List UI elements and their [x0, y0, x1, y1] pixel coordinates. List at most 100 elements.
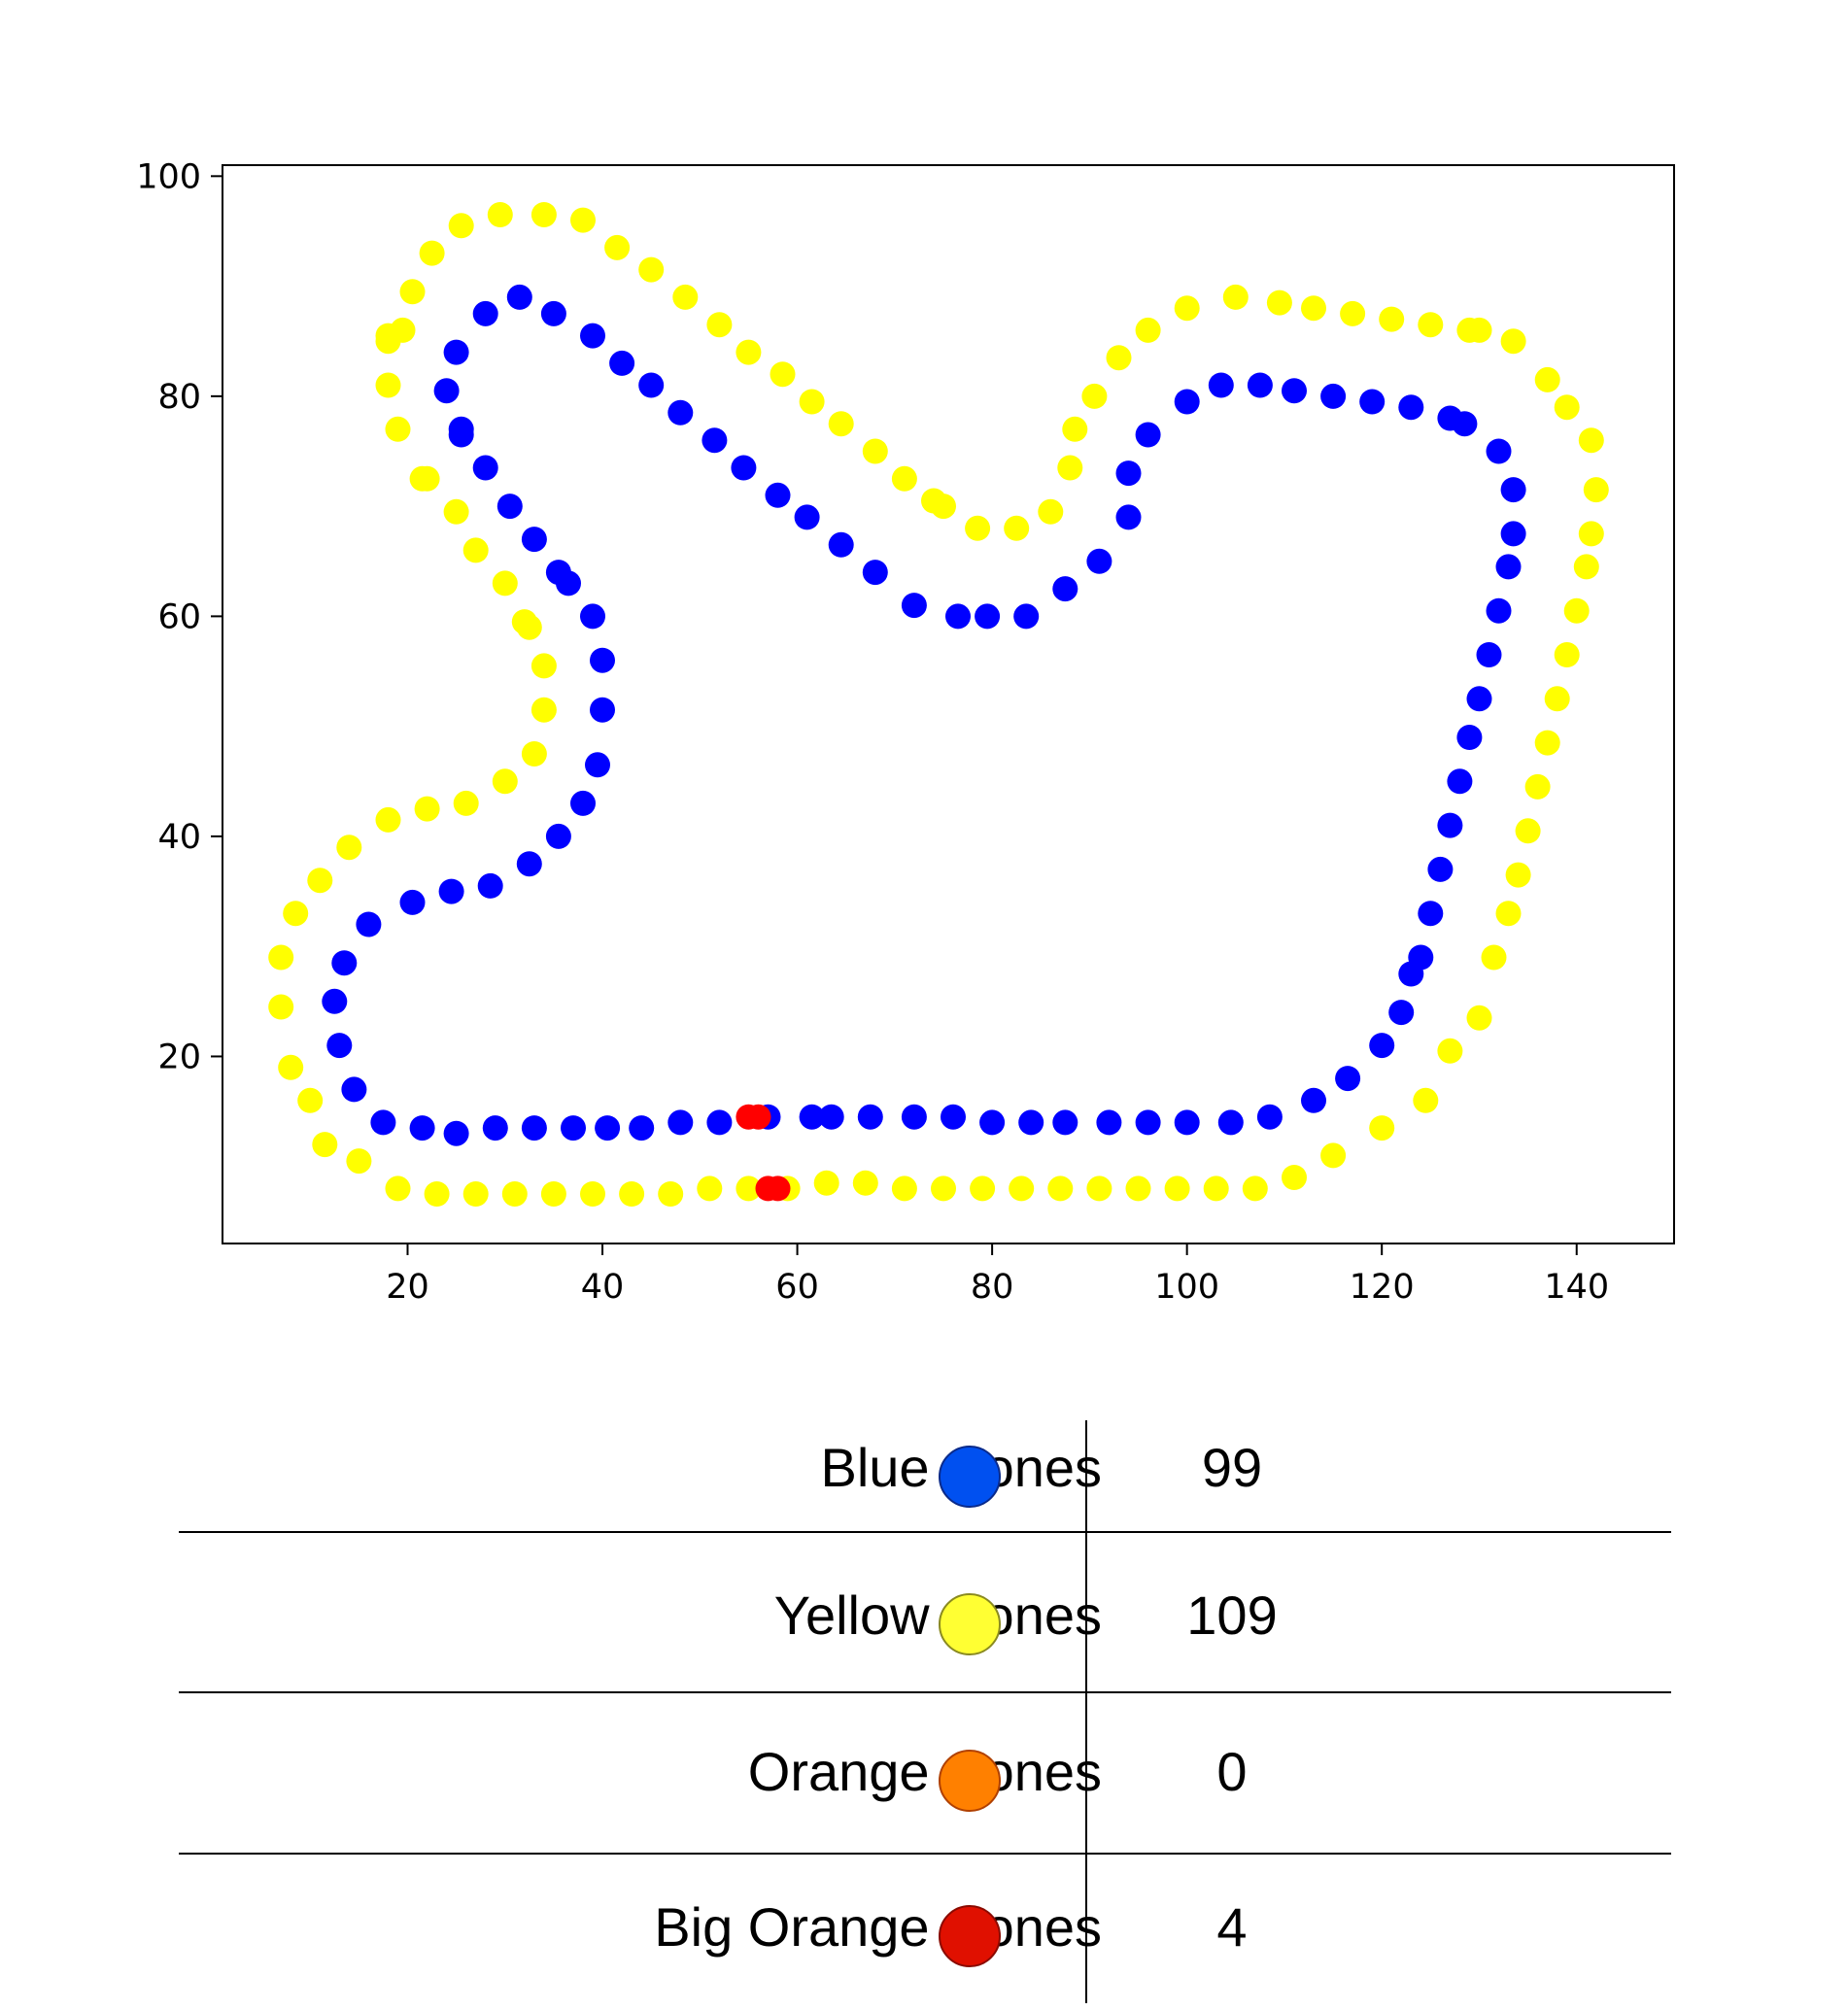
blue-cone-point [595, 1115, 621, 1141]
blue-cone-point [1052, 1109, 1078, 1136]
yellow-cone-point [278, 1054, 304, 1080]
blue-cone-point [356, 911, 382, 937]
yellow-cone-point [736, 1175, 762, 1202]
yellow-cone-point [1544, 686, 1570, 712]
x-tick-label: 80 [971, 1268, 1014, 1307]
blue-cone-point [580, 323, 605, 349]
yellow-cone-point [501, 1181, 528, 1207]
blue-cone-point [1018, 1109, 1044, 1136]
blue-cone-point [1208, 372, 1234, 398]
blue-cone-point [1115, 504, 1142, 530]
blue-cone-point [901, 593, 927, 619]
y-tick-label: 40 [157, 818, 201, 857]
yellow-cone-point [1466, 317, 1492, 343]
blue-cone-point [496, 494, 523, 520]
yellow-cone-point [1062, 416, 1088, 442]
table-row-yellow: Yellow Cones 109 [179, 1533, 1671, 1693]
yellow-cone-point [540, 1181, 566, 1207]
yellow-cone-point [672, 284, 699, 310]
yellow-cone-point [492, 570, 518, 596]
blue-cone-point [1437, 812, 1463, 838]
plot-frame [222, 164, 1675, 1244]
orange-cone-swatch-icon [939, 1750, 1001, 1812]
x-tick-label: 60 [775, 1268, 819, 1307]
blue-cone-point [521, 1115, 547, 1141]
yellow-cone-point [375, 806, 401, 833]
cone-points [268, 202, 1609, 1207]
blue-cone-point [979, 1109, 1006, 1136]
blue-cone-point [731, 455, 757, 481]
yellow-cone-point [1554, 394, 1580, 421]
yellow-cone-point [931, 494, 956, 520]
blue-cone-point [341, 1076, 367, 1103]
yellow-cone-point [530, 653, 557, 679]
table-row-blue: Blue Cones 99 [179, 1418, 1671, 1533]
blue-cone-point [585, 752, 610, 778]
row-value: 99 [1201, 1437, 1263, 1498]
yellow-cone-point [1534, 730, 1560, 756]
yellow-cone-point [813, 1170, 839, 1196]
yellow-cone-point [580, 1181, 605, 1207]
yellow-cone-point [268, 994, 294, 1020]
yellow-cone-point [1466, 1005, 1492, 1031]
blue-cone-point [506, 284, 532, 310]
blue-cone-point [1476, 642, 1502, 667]
yellow-cone-point [419, 240, 445, 266]
yellow-cone-point [443, 498, 469, 525]
yellow-cone-point [1057, 455, 1083, 481]
blue-cone-point [545, 560, 571, 586]
blue-cone-point [443, 1120, 469, 1146]
blue-cone-point [545, 823, 571, 849]
table-column-divider [1085, 1420, 1087, 2003]
yellow-cone-point [965, 515, 991, 541]
blue-cone-swatch-icon [939, 1446, 1001, 1508]
yellow-cone-point [931, 1175, 956, 1202]
blue-cone-point [945, 603, 971, 630]
yellow-cone-point [1413, 1087, 1439, 1113]
row-value: 4 [1216, 1896, 1248, 1958]
yellow-cone-point [530, 697, 557, 723]
cone-map-chart: 20 40 60 80 100 120 140 20 40 60 80 100 [136, 157, 1675, 1307]
blue-cone-point [433, 378, 460, 404]
cone-count-table: Blue Cones 99 Yellow Cones 109 Orange Co… [179, 1418, 1671, 2010]
blue-cone-point [1388, 1000, 1415, 1026]
yellow-cone-point [1301, 295, 1326, 322]
yellow-cone-point [770, 361, 796, 388]
yellow-cone-point [1515, 818, 1541, 844]
yellow-cone-point [414, 796, 440, 822]
row-value: 109 [1186, 1584, 1278, 1646]
x-tick-label: 120 [1350, 1268, 1415, 1307]
yellow-cone-point [1125, 1175, 1151, 1202]
yellow-cone-point [1266, 290, 1292, 316]
blue-cone-point [818, 1104, 844, 1130]
blue-cone-point [1256, 1104, 1283, 1130]
blue-cone-point [1247, 372, 1273, 398]
blue-cone-point [667, 1109, 694, 1136]
yellow-cone-point [1081, 383, 1108, 409]
blue-cone-point [1500, 521, 1526, 547]
blue-cone-point [399, 889, 426, 915]
blue-cone-point [1320, 383, 1347, 409]
blue-cone-point [370, 1109, 396, 1136]
row-label: Yellow Cones [773, 1584, 1102, 1646]
blue-cone-point [1013, 603, 1040, 630]
yellow-cone-point [1320, 1142, 1347, 1169]
blue-cone-point [409, 1115, 435, 1141]
yellow-cone-point [697, 1175, 723, 1202]
row-label: Big Orange Cones [654, 1896, 1102, 1958]
yellow-cone-point [570, 207, 596, 233]
yellow-cone-point [283, 901, 309, 927]
yellow-cone-point [1164, 1175, 1190, 1202]
blue-cone-point [482, 1115, 508, 1141]
blue-cone-point [901, 1104, 927, 1130]
blue-cone-point [516, 851, 542, 877]
yellow-cone-point [736, 339, 762, 365]
blue-cone-point [322, 988, 348, 1014]
blue-cone-point [1359, 389, 1386, 415]
blue-cone-point [1135, 1109, 1161, 1136]
blue-cone-point [1398, 961, 1424, 987]
x-tick-label: 20 [386, 1268, 429, 1307]
yellow-cone-point [1554, 642, 1580, 667]
blue-cone-point [477, 872, 503, 899]
yellow-cone-point [511, 609, 537, 635]
